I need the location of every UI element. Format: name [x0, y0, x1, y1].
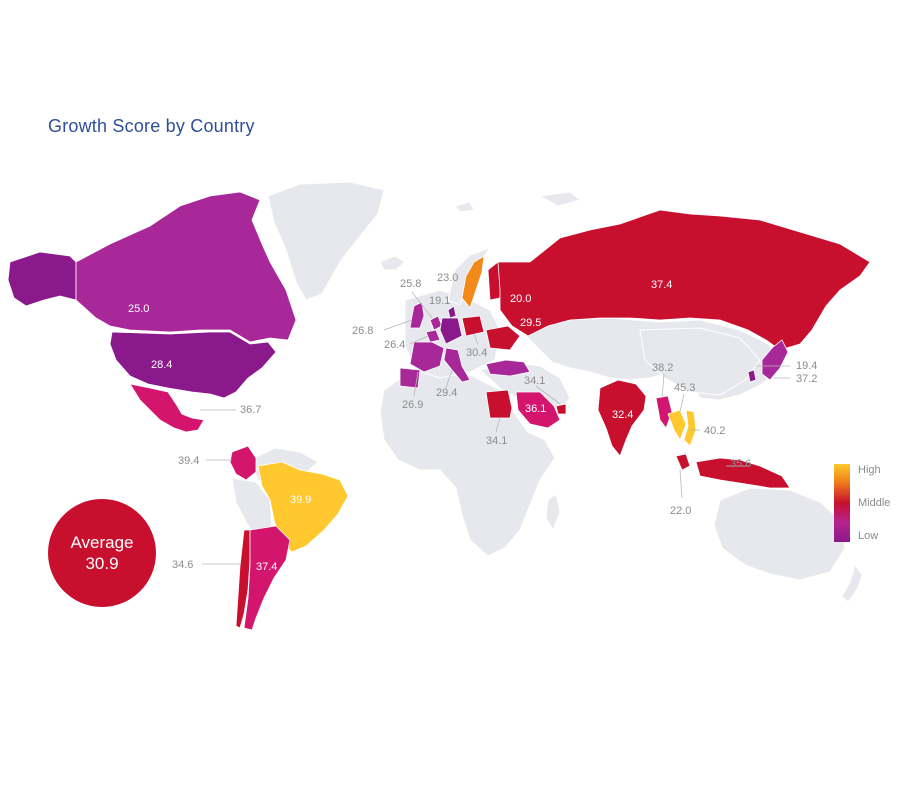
score-saudi: 36.1	[525, 403, 546, 415]
score-poland: 30.4	[466, 347, 487, 359]
country-canada[interactable]	[75, 191, 297, 343]
country-uk[interactable]	[409, 301, 425, 329]
score-colombia: 39.4	[178, 455, 199, 467]
score-indonesia: 35.6	[730, 458, 751, 470]
average-label: Average	[70, 533, 134, 552]
average-badge: Average 30.9	[48, 499, 156, 607]
iceland-shape	[379, 255, 406, 271]
score-italy: 29.4	[436, 387, 457, 399]
country-saudi[interactable]	[515, 391, 561, 429]
score-korea: 19.4	[796, 360, 817, 372]
score-uk: 26.8	[352, 325, 373, 337]
country-vietnam[interactable]	[683, 409, 697, 447]
country-italy[interactable]	[443, 347, 471, 383]
score-malaysia: 22.0	[670, 505, 691, 517]
country-thailand[interactable]	[667, 409, 687, 441]
country-colombia[interactable]	[229, 445, 257, 481]
countries	[7, 191, 871, 631]
country-argentina[interactable]	[243, 525, 291, 631]
chart-title: Growth Score by Country	[48, 116, 255, 136]
arctic-islands-shape	[538, 191, 582, 207]
score-vietnam: 40.2	[704, 425, 725, 437]
country-malaysia[interactable]	[675, 453, 691, 471]
country-south-korea[interactable]	[747, 369, 757, 383]
leader-malaysia	[679, 469, 683, 499]
country-mexico[interactable]	[129, 383, 205, 433]
score-mexico: 36.7	[240, 404, 261, 416]
country-uae[interactable]	[555, 403, 567, 415]
country-denmark[interactable]	[447, 305, 457, 319]
inside-labels: 25.0 28.4 39.9 37.4 20.0 29.5 37.4 36.1 …	[128, 279, 672, 573]
average-value: 30.9	[85, 554, 119, 573]
score-thailand: 45.3	[674, 382, 695, 394]
leader-poland	[473, 333, 479, 345]
legend-gradient-bar	[834, 464, 850, 542]
country-germany[interactable]	[439, 317, 463, 345]
score-denmark: 19.1	[429, 295, 450, 307]
legend-high: High	[858, 464, 881, 476]
madagascar-shape	[545, 493, 561, 532]
score-uae: 34.1	[524, 375, 545, 387]
leader-egypt	[495, 417, 501, 433]
greenland-shape	[267, 181, 385, 301]
country-turkey[interactable]	[485, 359, 531, 377]
country-belgium[interactable]	[425, 329, 441, 343]
country-myanmar[interactable]	[655, 395, 673, 429]
score-russia: 37.4	[651, 279, 672, 291]
country-japan[interactable]	[761, 339, 789, 381]
arctic-islands-2-shape	[454, 201, 475, 213]
country-spain[interactable]	[399, 367, 421, 389]
score-india: 32.4	[612, 409, 633, 421]
color-legend: High Middle Low	[834, 464, 914, 544]
country-indonesia[interactable]	[695, 457, 791, 489]
score-france: 26.9	[402, 399, 423, 411]
outside-labels: 36.7 39.4 34.6 23.0 25.8 19.1 26.8 26.4 …	[172, 272, 817, 571]
leader-lines	[200, 291, 790, 565]
score-finland: 20.0	[510, 293, 531, 305]
score-chile: 34.6	[172, 559, 193, 571]
country-egypt[interactable]	[485, 389, 513, 419]
country-brazil[interactable]	[257, 461, 349, 553]
score-belgium: 26.4	[384, 339, 405, 351]
leader-myanmar	[661, 373, 665, 399]
country-ukraine[interactable]	[485, 325, 521, 351]
country-poland[interactable]	[461, 315, 485, 337]
new-zealand-shape	[841, 563, 863, 603]
africa-shape	[379, 367, 556, 557]
country-usa[interactable]	[109, 331, 277, 399]
score-ukraine: 29.5	[520, 317, 541, 329]
leader-uae	[535, 385, 561, 405]
leader-belgium	[409, 335, 429, 345]
country-alaska[interactable]	[7, 251, 77, 307]
country-russia[interactable]	[497, 209, 871, 351]
score-netherlands: 25.8	[400, 278, 421, 290]
leader-uk	[383, 319, 413, 331]
leader-italy	[445, 369, 453, 389]
country-india[interactable]	[597, 379, 647, 457]
score-brazil: 39.9	[290, 494, 311, 506]
score-argentina: 37.4	[256, 561, 277, 573]
score-myanmar: 38.2	[652, 362, 673, 374]
score-egypt: 34.1	[486, 435, 507, 447]
leader-thailand	[679, 393, 685, 413]
score-usa: 28.4	[151, 359, 172, 371]
score-japan: 37.2	[796, 373, 817, 385]
leader-france	[413, 371, 419, 397]
country-sweden[interactable]	[461, 255, 485, 309]
country-france[interactable]	[409, 341, 445, 373]
legend-low: Low	[858, 530, 879, 542]
legend-middle: Middle	[858, 497, 891, 509]
score-sweden: 23.0	[437, 272, 458, 284]
leader-netherlands	[411, 291, 433, 319]
australia-shape	[713, 487, 846, 581]
score-canada: 25.0	[128, 303, 149, 315]
china-shape	[639, 327, 761, 396]
